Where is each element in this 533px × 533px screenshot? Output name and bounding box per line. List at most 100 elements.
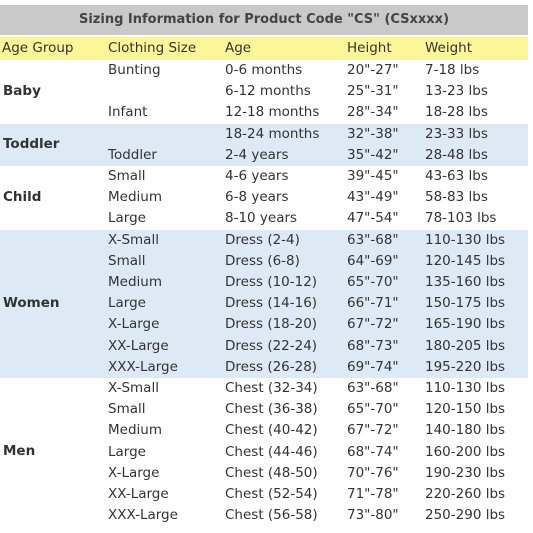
cell-age: 2-4 years [225, 146, 289, 163]
group-band [0, 229, 528, 378]
age-group: Women [3, 294, 60, 311]
cell-height: 32"-38" [347, 125, 399, 142]
group-band [0, 378, 528, 527]
cell-age: Dress (2-4) [225, 231, 300, 248]
cell-height: 73"-80" [347, 507, 399, 524]
cell-size: Large [108, 210, 146, 227]
age-group: Child [3, 188, 42, 205]
cell-weight: 43-63 lbs [425, 168, 488, 184]
cell-age: Chest (36-38) [225, 401, 318, 418]
cell-size: X-Large [108, 464, 160, 481]
cell-age: Dress (6-8) [225, 252, 300, 269]
cell-weight: 195-220 lbs [425, 358, 506, 375]
cell-age: Dress (18-20) [225, 316, 318, 333]
cell-height: 69"-74" [347, 358, 399, 375]
cell-height: 70"-76" [347, 464, 399, 481]
cell-size: Bunting [108, 62, 161, 78]
age-group: Baby [3, 82, 41, 99]
cell-height: 65"-70" [347, 401, 399, 418]
cell-size: X-Large [108, 316, 160, 333]
cell-age: Chest (48-50) [225, 464, 318, 481]
cell-size: Medium [108, 274, 162, 290]
cell-weight: 120-145 lbs [425, 252, 506, 269]
cell-height: 35"-42" [347, 146, 399, 163]
cell-weight: 18-28 lbs [425, 104, 488, 121]
group-band [0, 123, 528, 166]
cell-weight: 13-23 lbs [425, 83, 488, 100]
cell-age: Dress (26-28) [225, 358, 318, 375]
cell-weight: 150-175 lbs [425, 295, 506, 312]
cell-height: 28"-34" [347, 104, 399, 121]
cell-height: 71"-78" [347, 486, 399, 502]
cell-weight: 110-130 lbs [425, 380, 506, 396]
header-row [0, 37, 528, 60]
cell-size: XXX-Large [108, 507, 178, 524]
cell-size: Large [108, 295, 146, 312]
cell-size: XX-Large [108, 486, 169, 502]
cell-height: 66"-71" [347, 295, 399, 312]
cell-weight: 28-48 lbs [425, 146, 488, 163]
cell-weight: 190-230 lbs [425, 464, 506, 481]
cell-weight: 140-180 lbs [425, 422, 506, 439]
cell-size: Small [108, 401, 146, 418]
cell-height: 63"-68" [347, 380, 399, 396]
cell-weight: 250-290 lbs [425, 507, 506, 524]
cell-size: Infant [108, 104, 148, 121]
cell-size: Small [108, 252, 146, 269]
cell-weight: 23-33 lbs [425, 125, 488, 142]
cell-weight: 7-18 lbs [425, 62, 480, 78]
cell-height: 68"-74" [347, 443, 399, 460]
cell-age: Chest (52-54) [225, 486, 318, 502]
table-title: Sizing Information for Product Code "CS"… [0, 5, 528, 35]
cell-height: 43"-49" [347, 189, 399, 206]
cell-age: Chest (44-46) [225, 443, 318, 460]
cell-age: 0-6 months [225, 62, 303, 78]
cell-age: Dress (10-12) [225, 274, 318, 290]
age-group: Men [3, 443, 36, 460]
column-header: Age [225, 40, 252, 56]
cell-size: XX-Large [108, 337, 169, 354]
cell-height: 65"-70" [347, 274, 399, 290]
cell-height: 64"-69" [347, 252, 399, 269]
cell-weight: 180-205 lbs [425, 337, 506, 354]
cell-weight: 120-150 lbs [425, 401, 506, 418]
column-header: Height [347, 40, 392, 56]
cell-size: X-Small [108, 231, 159, 248]
cell-size: XXX-Large [108, 358, 178, 375]
cell-age: Dress (22-24) [225, 337, 318, 354]
cell-size: Large [108, 443, 146, 460]
cell-size: Toddler [108, 146, 157, 163]
cell-size: Medium [108, 189, 162, 206]
cell-size: Small [108, 168, 146, 184]
cell-weight: 220-260 lbs [425, 486, 506, 502]
cell-height: 25"-31" [347, 83, 399, 100]
cell-height: 68"-73" [347, 337, 399, 354]
cell-height: 39"-45" [347, 168, 399, 184]
group-band [0, 166, 528, 230]
cell-weight: 135-160 lbs [425, 274, 506, 290]
group-band [0, 60, 528, 124]
cell-age: Chest (40-42) [225, 422, 318, 439]
column-header: Weight [425, 40, 473, 56]
cell-weight: 160-200 lbs [425, 443, 506, 460]
cell-weight: 165-190 lbs [425, 316, 506, 333]
cell-height: 67"-72" [347, 422, 399, 439]
cell-age: Chest (32-34) [225, 380, 318, 396]
cell-age: 12-18 months [225, 104, 320, 121]
cell-size: X-Small [108, 380, 159, 396]
cell-height: 47"-54" [347, 210, 399, 227]
cell-weight: 110-130 lbs [425, 231, 506, 248]
cell-weight: 78-103 lbs [425, 210, 497, 227]
cell-age: 4-6 years [225, 168, 289, 184]
cell-height: 63"-68" [347, 231, 399, 248]
cell-age: 8-10 years [225, 210, 298, 227]
cell-height: 20"-27" [347, 62, 399, 78]
cell-age: 18-24 months [225, 125, 320, 142]
cell-age: Dress (14-16) [225, 295, 318, 312]
cell-age: Chest (56-58) [225, 507, 318, 524]
cell-height: 67"-72" [347, 316, 399, 333]
column-header: Clothing Size [108, 40, 197, 56]
cell-size: Medium [108, 422, 162, 439]
column-header: Age Group [2, 40, 74, 56]
